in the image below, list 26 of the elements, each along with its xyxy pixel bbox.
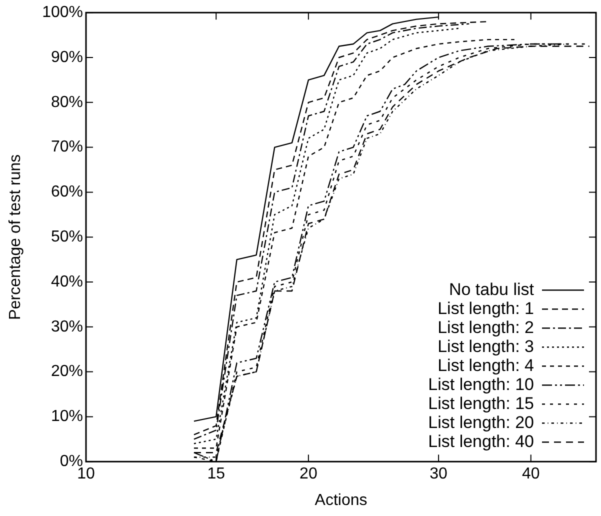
x-tick-label: 20	[300, 466, 318, 483]
legend-label: List length: 3	[438, 336, 534, 356]
x-tick-label: 40	[522, 466, 540, 483]
legend-label: No tabu list	[448, 280, 534, 299]
x-axis-title: Actions	[314, 492, 368, 509]
legend-label: List length: 40	[428, 432, 534, 451]
legend-label: List length: 2	[438, 318, 534, 337]
legend-label: List length: 4	[438, 356, 534, 375]
x-tick-label: 15	[207, 466, 226, 483]
y-tick-label: 70%	[50, 138, 83, 156]
y-tick-label: 100%	[42, 4, 83, 22]
y-tick-label: 20%	[50, 363, 83, 380]
legend-label: List length: 15	[428, 394, 534, 413]
y-tick-label: 40%	[50, 273, 83, 290]
legend-label: List length: 20	[428, 412, 534, 432]
y-tick-label: 10%	[50, 408, 83, 426]
legend-label: List length: 1	[438, 298, 534, 318]
y-axis-title: Percentage of test runs	[7, 154, 24, 320]
y-tick-label: 30%	[50, 318, 83, 336]
y-tick-label: 90%	[50, 48, 83, 66]
x-tick-label: 30	[430, 466, 448, 483]
legend-label: List length: 10	[428, 374, 534, 394]
y-tick-label: 50%	[50, 228, 83, 246]
x-tick-label: 10	[77, 466, 95, 483]
y-tick-label: 80%	[50, 94, 83, 111]
y-tick-label: 60%	[50, 184, 83, 201]
